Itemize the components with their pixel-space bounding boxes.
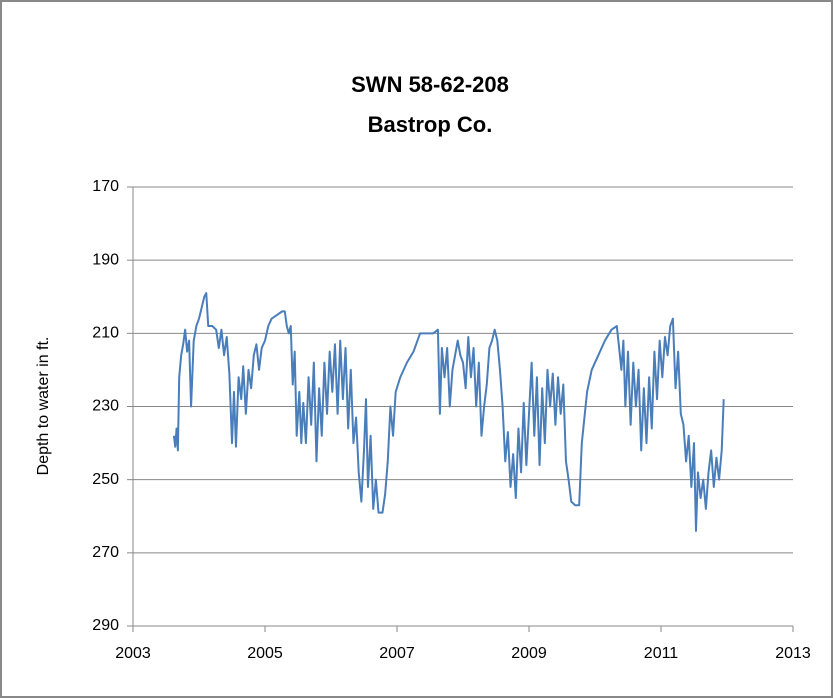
x-tick-label: 2007 [379, 645, 415, 662]
y-tick-label: 250 [92, 471, 119, 488]
x-tick-label: 2011 [644, 645, 679, 662]
y-tick-label: 190 [92, 251, 119, 268]
y-tick-label: 210 [92, 325, 119, 342]
x-tick-label: 2009 [511, 645, 547, 662]
data-line [172, 292, 725, 532]
chart-title: SWN 58-62-208 [351, 72, 509, 97]
y-tick-label: 230 [92, 398, 119, 415]
y-axis-label: Depth to water in ft. [35, 337, 52, 476]
x-tick-label: 2003 [115, 645, 151, 662]
y-tick-label: 290 [92, 617, 119, 634]
y-tick-label: 270 [92, 544, 119, 561]
x-tick-label: 2005 [247, 645, 283, 662]
y-tick-label: 170 [92, 178, 119, 195]
chart-subtitle: Bastrop Co. [368, 112, 493, 137]
x-tick-label: 2013 [775, 645, 811, 662]
